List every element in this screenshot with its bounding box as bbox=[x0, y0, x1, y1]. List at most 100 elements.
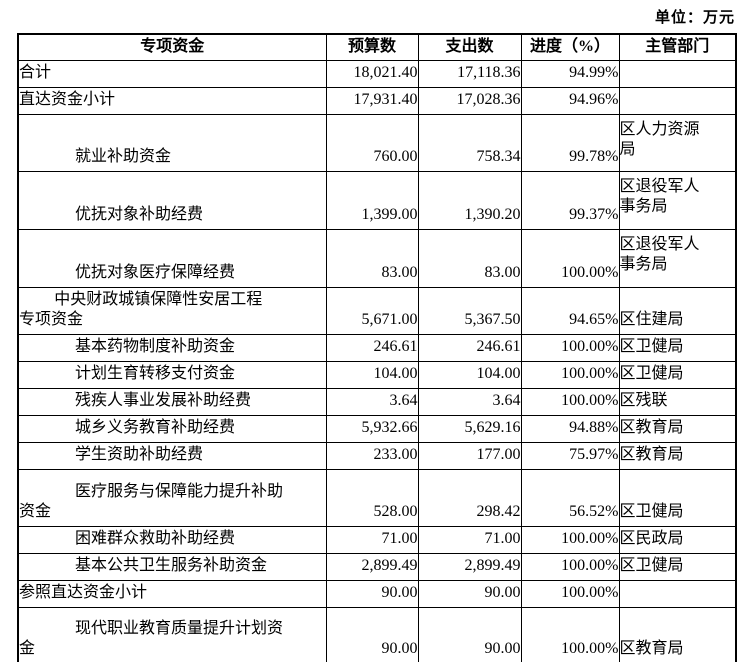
progress-cell: 100.00% bbox=[520, 333, 620, 362]
table-row: 优抚对象补助经费 1,399.00 1,390.20 99.37% 区退役军人 事务局 bbox=[17, 170, 737, 230]
col-header-budget: 预算数 bbox=[325, 33, 419, 61]
table-row: 参照直达资金小计 90.00 90.00 100.00% bbox=[17, 579, 737, 608]
table-row: 基本药物制度补助资金 246.61 246.61 100.00% 区卫健局 bbox=[17, 333, 737, 362]
progress-cell: 100.00% bbox=[520, 606, 620, 662]
budget-cell: 90.00 bbox=[325, 606, 419, 662]
budget-cell: 18,021.40 bbox=[325, 59, 419, 88]
fund-name-cell: 中央财政城镇保障性安居工程 专项资金 bbox=[17, 286, 327, 335]
fund-name-cell: 优抚对象医疗保障经费 bbox=[17, 228, 327, 288]
budget-cell: 246.61 bbox=[325, 333, 419, 362]
progress-cell: 100.00% bbox=[520, 579, 620, 608]
table-row: 现代职业教育质量提升计划资 金 90.00 90.00 100.00% 区教育局 bbox=[17, 606, 737, 662]
progress-cell: 100.00% bbox=[520, 387, 620, 416]
spent-cell: 3.64 bbox=[417, 387, 522, 416]
table-row: 合计 18,021.40 17,118.36 94.99% bbox=[17, 59, 737, 88]
fund-name-cell: 参照直达资金小计 bbox=[17, 579, 327, 608]
fund-name-cell: 残疾人事业发展补助经费 bbox=[17, 387, 327, 416]
spent-cell: 17,118.36 bbox=[417, 59, 522, 88]
budget-cell: 233.00 bbox=[325, 441, 419, 470]
progress-cell: 94.65% bbox=[520, 286, 620, 335]
budget-cell: 5,671.00 bbox=[325, 286, 419, 335]
budget-cell: 90.00 bbox=[325, 579, 419, 608]
table-row: 困难群众救助补助经费 71.00 71.00 100.00% 区民政局 bbox=[17, 525, 737, 554]
department-cell: 区退役军人 事务局 bbox=[618, 228, 737, 288]
table-row: 医疗服务与保障能力提升补助 资金 528.00 298.42 56.52% 区卫健局 bbox=[17, 468, 737, 527]
fund-name-cell: 困难群众救助补助经费 bbox=[17, 525, 327, 554]
special-funds-table: 专项资金 预算数 支出数 进度（%） 主管部门 合计 18,021.40 17,118.36… bbox=[17, 33, 737, 662]
fund-name-cell: 优抚对象补助经费 bbox=[17, 170, 327, 230]
spent-cell: 2,899.49 bbox=[417, 552, 522, 581]
fund-name-cell: 就业补助资金 bbox=[17, 113, 327, 172]
fund-name-cell: 现代职业教育质量提升计划资 金 bbox=[17, 606, 327, 662]
budget-cell: 83.00 bbox=[325, 228, 419, 288]
spent-cell: 758.34 bbox=[417, 113, 522, 172]
department-cell: 区民政局 bbox=[618, 525, 737, 554]
col-header-spent: 支出数 bbox=[417, 33, 522, 61]
budget-cell: 5,932.66 bbox=[325, 414, 419, 443]
table-row: 直达资金小计 17,931.40 17,028.36 94.96% bbox=[17, 86, 737, 115]
table-row: 中央财政城镇保障性安居工程 专项资金 5,671.00 5,367.50 94.65%… bbox=[17, 286, 737, 335]
fund-name-cell: 计划生育转移支付资金 bbox=[17, 360, 327, 389]
spent-cell: 298.42 bbox=[417, 468, 522, 527]
department-cell: 区教育局 bbox=[618, 606, 737, 662]
fund-name-cell: 学生资助补助经费 bbox=[17, 441, 327, 470]
department-cell: 区卫健局 bbox=[618, 552, 737, 581]
spent-cell: 1,390.20 bbox=[417, 170, 522, 230]
budget-cell: 104.00 bbox=[325, 360, 419, 389]
department-cell: 区教育局 bbox=[618, 441, 737, 470]
department-cell: 区卫健局 bbox=[618, 468, 737, 527]
spent-cell: 17,028.36 bbox=[417, 86, 522, 115]
table-row: 计划生育转移支付资金 104.00 104.00 100.00% 区卫健局 bbox=[17, 360, 737, 389]
progress-cell: 75.97% bbox=[520, 441, 620, 470]
progress-cell: 94.99% bbox=[520, 59, 620, 88]
progress-cell: 99.37% bbox=[520, 170, 620, 230]
progress-cell: 100.00% bbox=[520, 525, 620, 554]
budget-cell: 71.00 bbox=[325, 525, 419, 554]
progress-cell: 100.00% bbox=[520, 552, 620, 581]
fund-name-cell: 直达资金小计 bbox=[17, 86, 327, 115]
department-cell: 区教育局 bbox=[618, 414, 737, 443]
spent-cell: 90.00 bbox=[417, 606, 522, 662]
budget-cell: 1,399.00 bbox=[325, 170, 419, 230]
col-header-dept: 主管部门 bbox=[618, 33, 737, 61]
budget-cell: 528.00 bbox=[325, 468, 419, 527]
fund-name-cell: 城乡义务教育补助经费 bbox=[17, 414, 327, 443]
department-cell: 区人力资源 局 bbox=[618, 113, 737, 172]
department-cell: 区卫健局 bbox=[618, 360, 737, 389]
table-header-row: 专项资金 预算数 支出数 进度（%） 主管部门 bbox=[17, 33, 737, 61]
progress-cell: 94.96% bbox=[520, 86, 620, 115]
department-cell: 区住建局 bbox=[618, 286, 737, 335]
department-cell bbox=[618, 59, 737, 88]
fund-name-cell: 医疗服务与保障能力提升补助 资金 bbox=[17, 468, 327, 527]
spent-cell: 246.61 bbox=[417, 333, 522, 362]
table-row: 基本公共卫生服务补助资金 2,899.49 2,899.49 100.00% 区卫健局 bbox=[17, 552, 737, 581]
table-row: 残疾人事业发展补助经费 3.64 3.64 100.00% 区残联 bbox=[17, 387, 737, 416]
unit-label: 单位：万元 bbox=[654, 10, 735, 26]
progress-cell: 99.78% bbox=[520, 113, 620, 172]
fund-name-cell: 基本公共卫生服务补助资金 bbox=[17, 552, 327, 581]
progress-cell: 100.00% bbox=[520, 228, 620, 288]
fund-name-cell: 基本药物制度补助资金 bbox=[17, 333, 327, 362]
table-row: 学生资助补助经费 233.00 177.00 75.97% 区教育局 bbox=[17, 441, 737, 470]
table-row: 就业补助资金 760.00 758.34 99.78% 区人力资源 局 bbox=[17, 113, 737, 172]
budget-cell: 3.64 bbox=[325, 387, 419, 416]
department-cell: 区退役军人 事务局 bbox=[618, 170, 737, 230]
progress-cell: 56.52% bbox=[520, 468, 620, 527]
progress-cell: 100.00% bbox=[520, 360, 620, 389]
department-cell bbox=[618, 86, 737, 115]
table-row: 优抚对象医疗保障经费 83.00 83.00 100.00% 区退役军人 事务局 bbox=[17, 228, 737, 288]
department-cell: 区卫健局 bbox=[618, 333, 737, 362]
budget-cell: 760.00 bbox=[325, 113, 419, 172]
progress-cell: 94.88% bbox=[520, 414, 620, 443]
department-cell bbox=[618, 579, 737, 608]
table-row: 城乡义务教育补助经费 5,932.66 5,629.16 94.88% 区教育局 bbox=[17, 414, 737, 443]
spent-cell: 5,367.50 bbox=[417, 286, 522, 335]
budget-cell: 17,931.40 bbox=[325, 86, 419, 115]
budget-cell: 2,899.49 bbox=[325, 552, 419, 581]
spent-cell: 5,629.16 bbox=[417, 414, 522, 443]
spent-cell: 104.00 bbox=[417, 360, 522, 389]
spent-cell: 71.00 bbox=[417, 525, 522, 554]
spent-cell: 177.00 bbox=[417, 441, 522, 470]
col-header-fund: 专项资金 bbox=[17, 33, 327, 61]
